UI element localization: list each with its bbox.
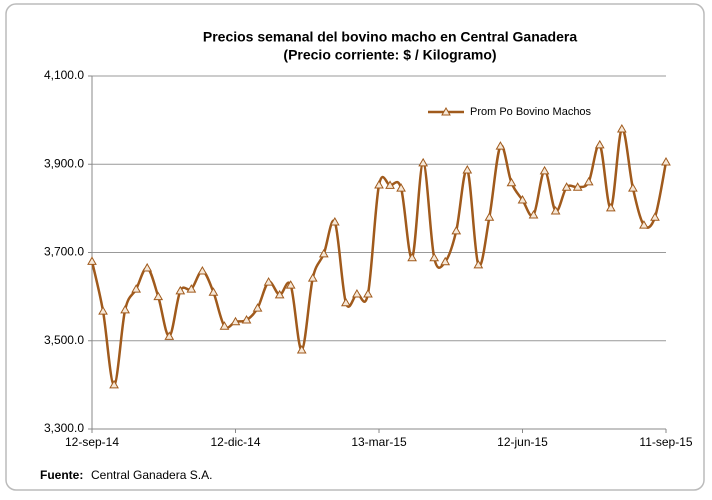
marker [352, 288, 362, 298]
marker [539, 165, 550, 175]
marker [616, 123, 627, 133]
x-tick-label: 12-dic-14 [210, 435, 260, 449]
marker [230, 316, 241, 326]
marker [241, 315, 252, 324]
x-tick-label: 13-mar-15 [351, 435, 407, 449]
marker [495, 141, 506, 150]
marker [153, 291, 164, 301]
marker [594, 139, 605, 149]
x-tick-label: 12-sep-14 [65, 435, 119, 449]
marker [285, 280, 296, 289]
source: Central Ganadera S.A. [91, 468, 212, 482]
marker [561, 182, 572, 191]
marker [639, 220, 649, 229]
marker [650, 212, 660, 221]
legend-label: Prom Po Bovino Machos [470, 106, 592, 118]
marker [109, 379, 119, 389]
marker [219, 321, 230, 330]
marker [296, 345, 307, 354]
chart-title: Precios semanal del bovino macho en Cent… [203, 29, 577, 45]
marker [451, 225, 462, 235]
marker [252, 303, 263, 312]
marker [274, 289, 285, 299]
marker [318, 248, 329, 258]
marker [363, 288, 373, 298]
y-tick-label: 3,300.0 [44, 421, 84, 435]
marker [164, 331, 175, 340]
marker [175, 285, 186, 295]
marker [506, 177, 517, 187]
marker [429, 252, 440, 262]
x-tick-label: 12-jun-15 [497, 435, 548, 449]
marker [484, 212, 495, 221]
marker [628, 183, 638, 192]
x-tick-label: 11-sep-15 [639, 435, 692, 449]
y-tick-label: 4,100.0 [44, 68, 84, 82]
marker [341, 297, 351, 307]
chart-subtitle: (Precio corriente: $ / Kilogramo) [283, 47, 496, 63]
legend-marker [441, 106, 451, 116]
marker [307, 273, 318, 282]
marker [528, 209, 539, 219]
marker [396, 183, 406, 192]
marker [98, 306, 108, 315]
chart-frame [5, 3, 705, 491]
y-tick-label: 3,500.0 [44, 333, 84, 347]
marker [197, 266, 208, 275]
marker [462, 164, 473, 174]
marker [583, 176, 594, 186]
source-label: Fuente: [40, 468, 83, 482]
marker [550, 206, 561, 215]
marker [418, 157, 429, 167]
marker [142, 262, 153, 272]
marker [87, 256, 97, 265]
marker [473, 259, 484, 269]
marker [329, 217, 340, 226]
marker [374, 179, 384, 189]
y-tick-label: 3,900.0 [44, 156, 84, 170]
y-tick-label: 3,700.0 [44, 245, 84, 259]
marker [186, 284, 197, 293]
marker [208, 287, 219, 296]
marker [407, 252, 417, 262]
marker [263, 277, 274, 286]
marker [120, 304, 130, 314]
marker [661, 157, 671, 166]
marker [572, 182, 583, 191]
marker [605, 202, 616, 212]
marker [131, 284, 142, 293]
marker [440, 256, 451, 266]
marker [385, 180, 395, 189]
marker [517, 194, 528, 204]
